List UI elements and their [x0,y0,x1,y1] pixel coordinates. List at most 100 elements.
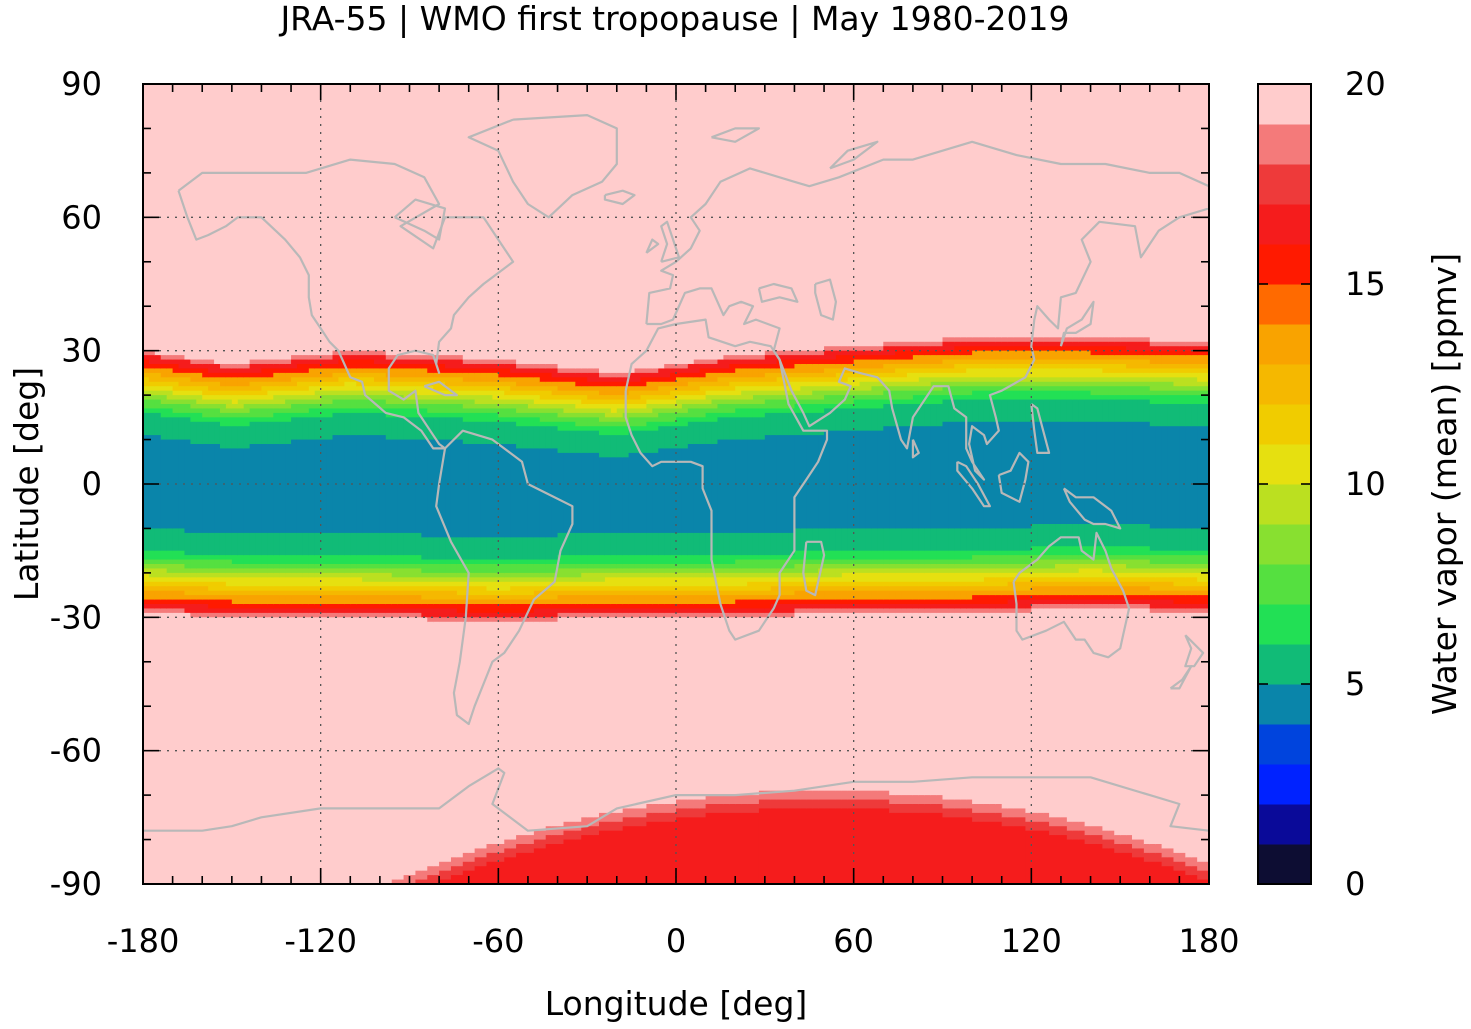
field-cell [338,604,345,610]
field-cell [1025,555,1032,565]
field-cell [279,368,286,374]
field-cell [1043,546,1050,556]
field-cell [397,386,405,392]
field-cell [160,381,168,387]
field-cell [178,368,186,374]
field-cell [456,621,464,858]
field-cell [190,617,197,884]
field-cell [1060,346,1068,352]
field-cell [1084,586,1092,596]
field-cell [273,586,280,592]
field-cell [527,84,535,365]
field-cell [752,612,760,618]
field-cell [901,586,908,592]
field-cell [906,381,914,387]
field-cell [267,608,274,614]
field-cell [829,790,837,801]
field-cell [320,595,328,605]
field-cell [895,368,902,378]
field-cell [646,577,653,587]
field-cell [539,364,547,370]
field-cell [741,399,748,405]
field-cell [723,572,730,578]
field-cell [397,595,405,605]
field-cell [214,421,221,445]
field-cell [983,346,991,352]
field-cell [806,608,813,614]
field-cell [1132,421,1139,525]
field-cell [391,417,399,441]
field-cell [812,377,819,383]
field-cell [1143,84,1151,338]
field-cell [433,439,440,538]
field-cell [296,372,304,378]
field-cell [676,595,683,605]
field-cell [948,564,955,570]
field-cell [1132,581,1139,587]
field-cell [261,586,268,592]
field-cell [1120,381,1127,387]
field-cell [924,812,932,884]
field-cell [379,612,387,618]
field-cell [575,412,582,418]
field-cell [747,417,754,441]
field-cell [208,377,215,383]
field-cell [658,421,665,427]
field-cell [676,817,683,884]
field-cell [877,572,884,583]
field-cell [231,84,239,365]
field-cell [267,612,274,618]
field-cell [812,790,819,801]
field-cell [1031,577,1038,583]
field-cell [368,386,375,392]
field-cell [847,612,855,792]
field-cell [208,532,215,556]
field-cell [160,550,168,561]
field-cell [344,84,351,352]
field-cell [148,395,156,401]
field-cell [1007,399,1015,423]
field-cell [687,408,695,418]
field-cell [729,390,736,396]
field-cell [403,404,411,410]
field-cell [184,404,191,414]
field-cell [818,586,825,592]
field-cell [219,581,227,592]
field-cell [1137,377,1145,383]
field-cell [320,364,328,370]
field-cell [273,412,280,423]
field-cell [569,395,576,401]
field-cell [1013,581,1021,592]
field-cell [610,377,618,383]
field-cell [960,421,967,530]
field-cell [433,599,440,605]
field-cell [806,572,813,578]
field-cell [729,404,736,414]
field-cell [646,604,653,610]
field-cell [480,577,488,583]
field-cell [670,412,677,423]
field-cell [610,595,618,605]
field-cell [468,581,476,587]
field-cell [1120,421,1127,525]
field-cell [1126,381,1133,387]
field-cell [735,595,742,601]
field-cell [604,564,612,570]
field-cell [859,390,867,396]
field-cell [172,550,180,561]
field-cell [533,559,541,565]
field-cell [468,586,476,596]
field-cell [267,421,274,445]
field-cell [930,377,938,383]
field-cell [1031,581,1038,587]
field-cell [557,372,565,378]
field-cell [533,608,541,618]
field-cell [445,395,452,401]
field-cell [362,608,369,614]
field-cell [847,808,855,884]
field-cell [308,84,316,356]
field-cell [486,404,494,410]
field-cell [978,359,985,365]
field-cell [166,564,174,574]
field-cell [829,408,837,432]
